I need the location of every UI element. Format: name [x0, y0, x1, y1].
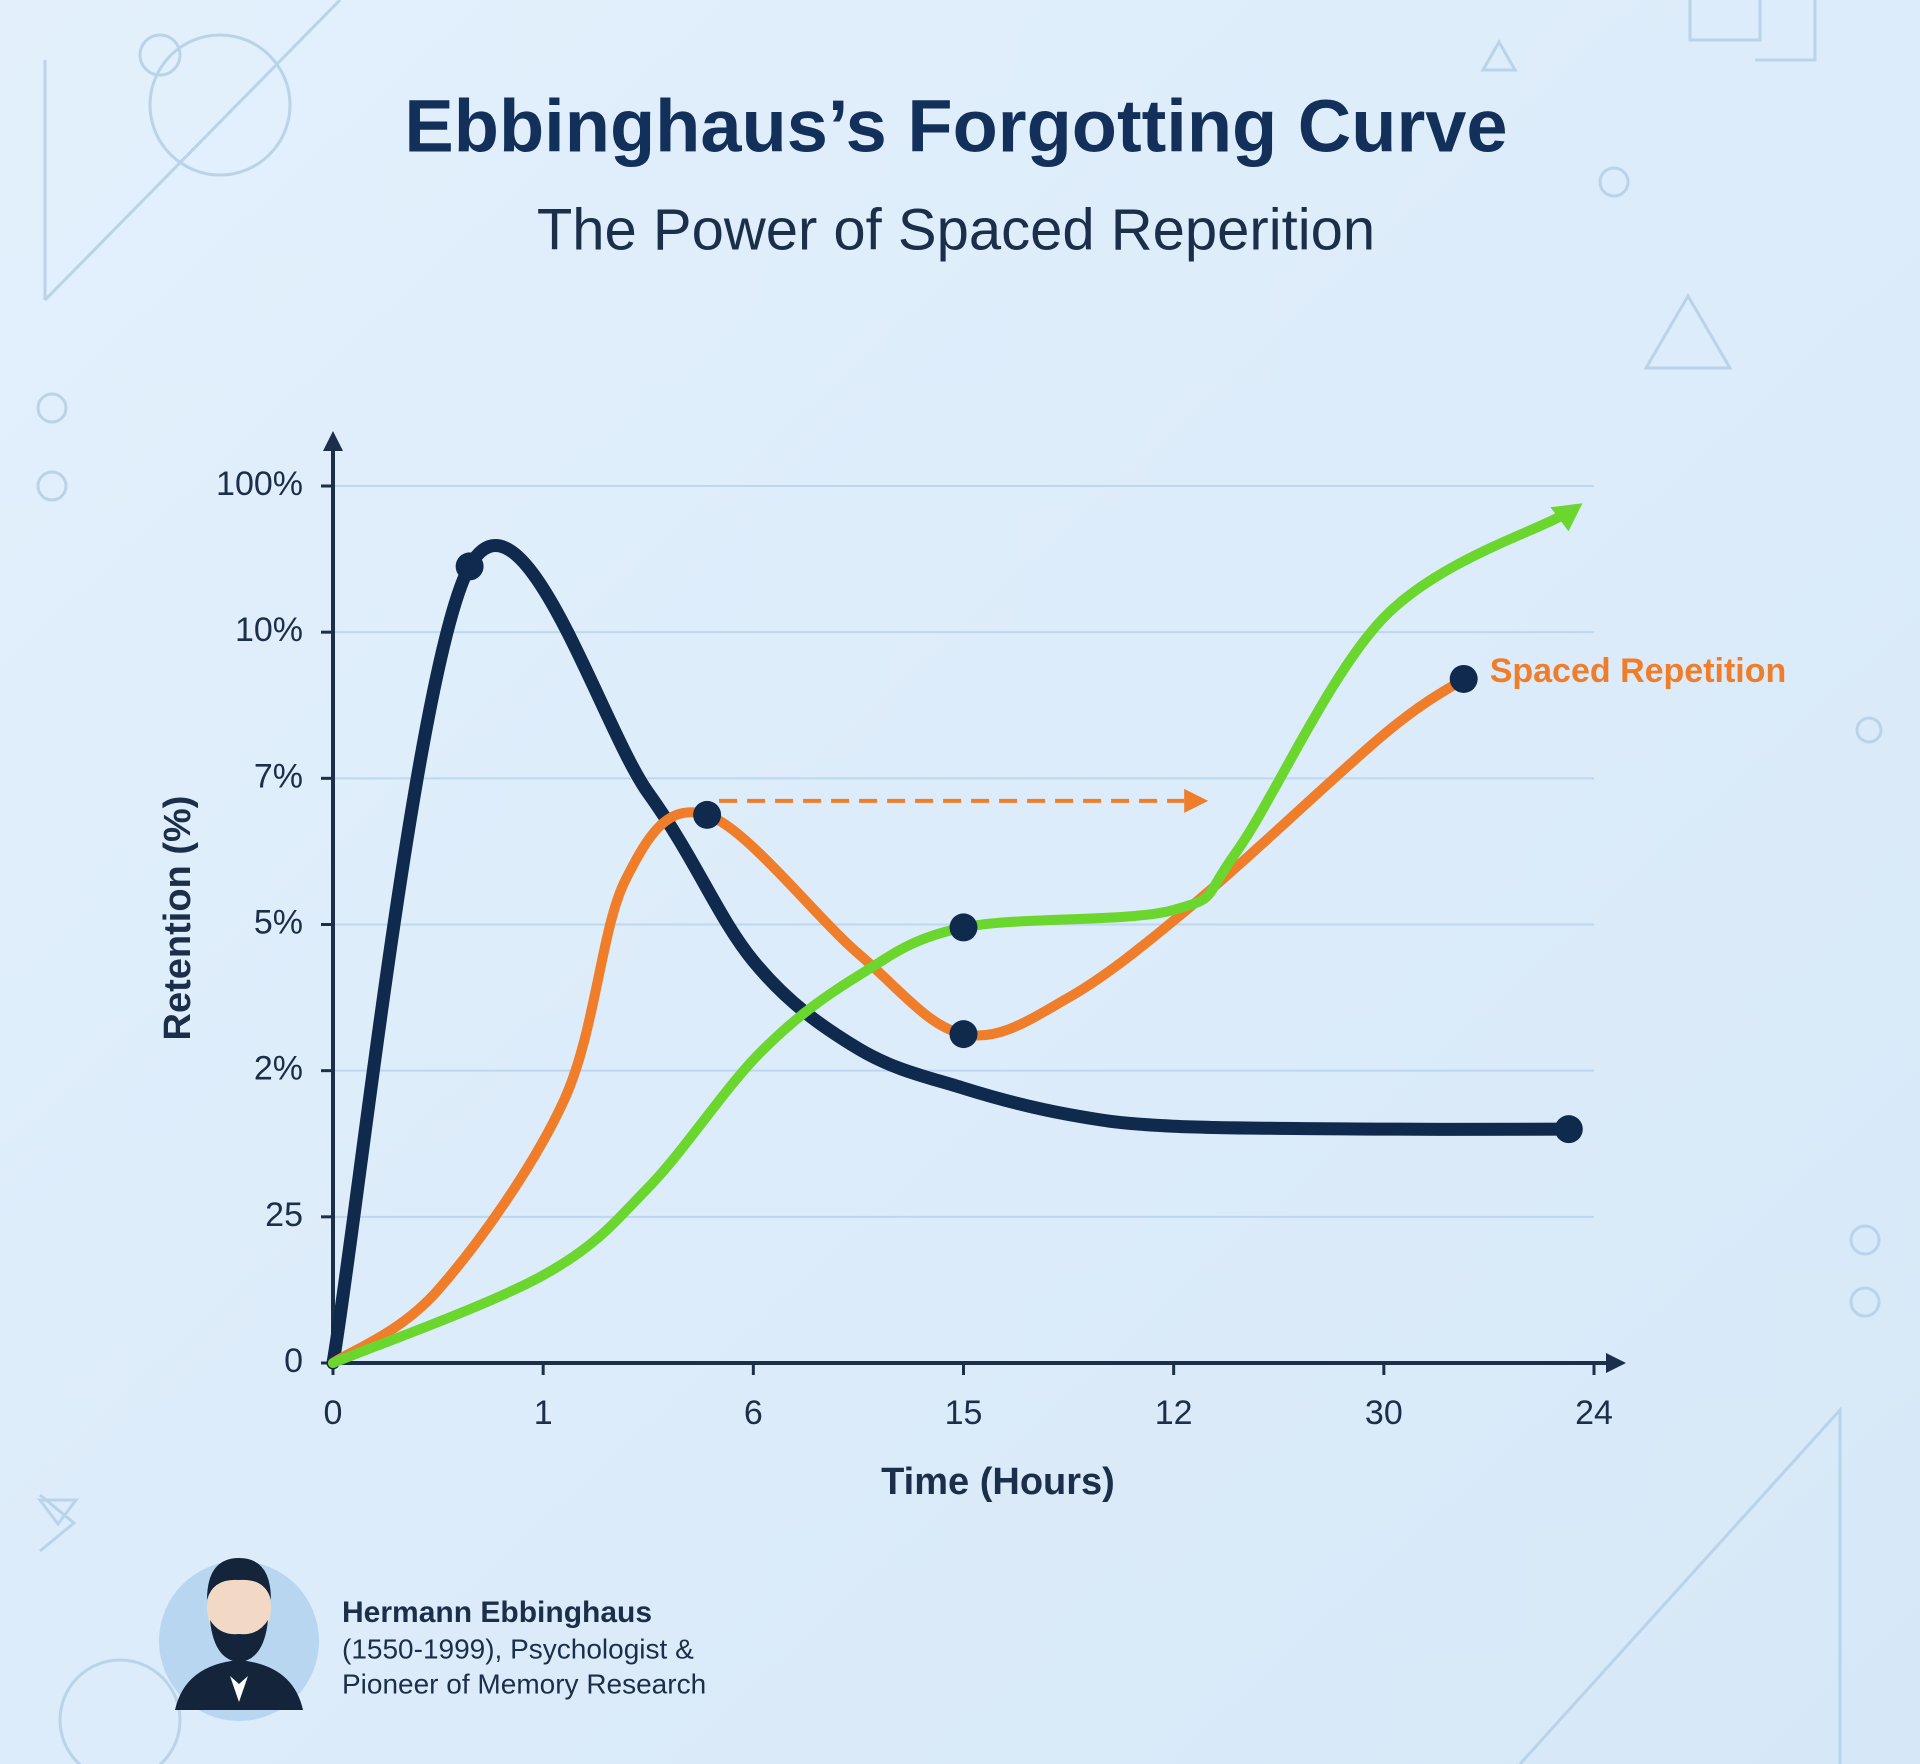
point — [693, 800, 722, 829]
point — [949, 913, 978, 942]
x-tick-label: 1 — [534, 1394, 553, 1432]
chart-title: Ebbinghaus’s Forgotting Curve — [404, 85, 1507, 168]
y-axis-title: Retention (%) — [157, 796, 199, 1041]
x-tick-label: 24 — [1575, 1394, 1613, 1432]
line — [328, 673, 1469, 1368]
annotation-arrowhead — [1184, 788, 1209, 813]
point — [1554, 1115, 1583, 1144]
y-tick-label: 5% — [254, 903, 303, 941]
x-tick-label: 15 — [945, 1394, 983, 1432]
footer-line: Pioneer of Memory Research — [342, 1668, 706, 1699]
plot-area: 0 25 2% 5% 7% 10% 100% 0 1 6 15 12 30 24 Spaced Repeti… — [216, 431, 1787, 1432]
series-label: Spaced Repetition — [1490, 652, 1787, 690]
point — [949, 1020, 978, 1049]
chart-subtitle: The Power of Spaced Reperition — [537, 197, 1375, 262]
x-tick-label: 12 — [1155, 1394, 1193, 1432]
y-tick-label: 100% — [216, 465, 303, 503]
y-tick-label: 0 — [284, 1342, 303, 1380]
line — [328, 510, 1568, 1368]
footer-name: Hermann Ebbinghaus — [342, 1596, 652, 1629]
point — [455, 552, 484, 581]
x-tick-label: 0 — [324, 1394, 343, 1432]
y-tick-label: 2% — [254, 1050, 303, 1088]
line-arrowhead — [1550, 503, 1583, 532]
y-tick-label: 25 — [265, 1196, 303, 1234]
decorations — [36, 0, 1883, 1764]
y-tick-label: 7% — [254, 757, 303, 795]
footer-line: (1550-1999), Psychologist & — [342, 1633, 694, 1664]
portrait — [159, 1558, 319, 1721]
x-tick-label: 30 — [1365, 1394, 1403, 1432]
x-tick-label: 6 — [744, 1394, 763, 1432]
y-tick-label: 10% — [235, 611, 303, 649]
x-axis-title: Time (Hours) — [881, 1461, 1115, 1503]
point — [1449, 664, 1478, 693]
